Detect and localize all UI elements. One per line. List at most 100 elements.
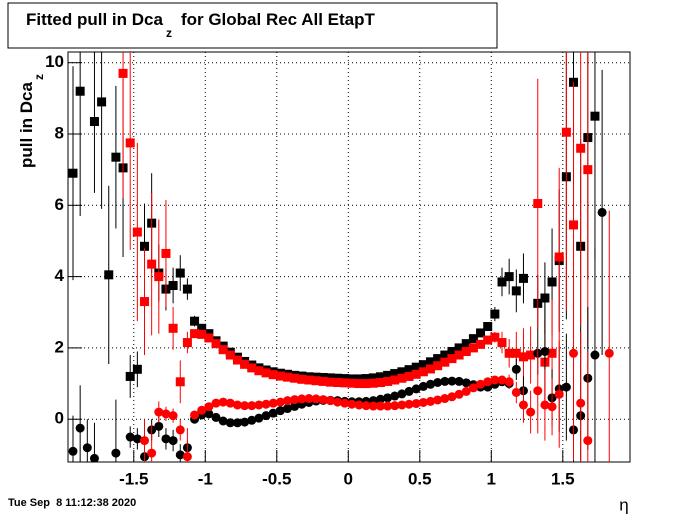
data-point <box>197 405 207 415</box>
data-point <box>211 412 221 422</box>
data-point <box>311 376 321 386</box>
x-tick-label: 0 <box>344 469 353 488</box>
data-point <box>426 379 436 389</box>
data-point <box>197 323 207 333</box>
data-point <box>197 329 207 339</box>
data-point <box>283 404 293 414</box>
data-point <box>168 411 178 421</box>
data-point <box>533 386 543 396</box>
data-point <box>211 398 221 408</box>
data-point <box>397 400 407 410</box>
data-point <box>375 372 385 382</box>
data-point <box>190 316 200 326</box>
title-rest: for Global Rec All EtapT <box>181 10 376 29</box>
data-point <box>454 350 464 360</box>
y-tick-label: 0 <box>55 409 64 428</box>
title-box <box>7 2 498 49</box>
timestamp: Tue Sep 8 11:12:38 2020 <box>8 497 136 509</box>
y-label-subscript: z <box>32 74 46 80</box>
data-point <box>518 273 528 283</box>
data-point <box>89 117 99 127</box>
data-point <box>511 364 521 374</box>
data-point <box>204 402 214 412</box>
data-point <box>426 364 436 374</box>
data-point <box>504 348 514 358</box>
data-point <box>154 272 164 282</box>
data-point <box>190 329 200 339</box>
data-point <box>540 346 550 356</box>
data-marks <box>68 52 614 462</box>
y-tick-label: 10 <box>45 52 64 71</box>
data-point <box>340 398 350 408</box>
x-tick-label: -0.5 <box>262 469 291 488</box>
data-point <box>468 343 478 353</box>
data-point <box>375 394 385 404</box>
data-point <box>304 375 314 385</box>
data-point <box>404 371 414 381</box>
data-point <box>447 376 457 386</box>
y-axis-label: pull in Dca z <box>17 74 46 168</box>
data-point <box>254 366 264 376</box>
data-point <box>375 377 385 387</box>
data-point <box>190 410 200 420</box>
data-point <box>490 309 500 319</box>
data-point <box>218 397 228 407</box>
y-tick-label: 8 <box>55 123 64 142</box>
data-point <box>569 348 579 358</box>
data-point <box>497 277 507 287</box>
data-point <box>397 373 407 383</box>
data-point <box>168 323 178 333</box>
data-point <box>175 425 185 435</box>
data-point <box>347 378 357 388</box>
data-point <box>547 402 557 412</box>
data-point <box>68 168 78 178</box>
data-point <box>483 335 493 345</box>
data-point <box>447 354 457 364</box>
data-point <box>390 391 400 401</box>
data-point <box>318 395 328 405</box>
data-point <box>147 259 157 269</box>
data-point <box>154 421 164 431</box>
data-point <box>511 286 521 296</box>
data-point <box>268 408 278 418</box>
data-point <box>576 143 586 153</box>
data-point <box>526 407 536 417</box>
data-point <box>268 398 278 408</box>
data-point <box>161 248 171 258</box>
data-point <box>518 400 528 410</box>
data-point <box>283 396 293 406</box>
x-tick-label: 1.5 <box>551 469 575 488</box>
data-point <box>375 401 385 411</box>
data-point <box>404 365 414 375</box>
data-point <box>140 241 150 251</box>
data-point <box>461 386 471 396</box>
data-point <box>75 423 85 433</box>
data-point <box>211 339 221 349</box>
data-point <box>418 360 428 370</box>
data-point <box>225 418 235 428</box>
data-point <box>418 397 428 407</box>
data-point <box>247 401 257 411</box>
data-point <box>283 372 293 382</box>
data-point <box>368 378 378 388</box>
data-point <box>526 350 536 360</box>
data-point <box>361 374 371 384</box>
data-point <box>390 375 400 385</box>
data-point <box>597 207 607 217</box>
data-point <box>89 453 99 462</box>
data-point <box>426 357 436 367</box>
data-point <box>354 379 364 389</box>
data-point <box>333 377 343 387</box>
y-tick-label: 4 <box>55 266 65 285</box>
data-point <box>325 396 335 406</box>
data-point <box>275 371 285 381</box>
data-point <box>583 165 593 175</box>
data-point <box>461 346 471 356</box>
data-point <box>497 375 507 385</box>
data-point <box>333 397 343 407</box>
data-point <box>182 338 192 348</box>
data-point <box>140 297 150 307</box>
data-point <box>125 138 135 148</box>
data-point <box>433 361 443 371</box>
